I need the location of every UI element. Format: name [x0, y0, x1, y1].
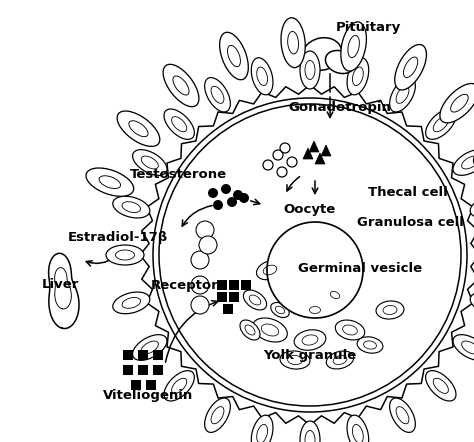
- Polygon shape: [153, 350, 163, 360]
- Circle shape: [199, 236, 217, 254]
- Ellipse shape: [300, 421, 320, 442]
- Ellipse shape: [347, 415, 369, 442]
- Circle shape: [227, 197, 237, 207]
- Polygon shape: [123, 350, 133, 360]
- Ellipse shape: [280, 351, 310, 369]
- Circle shape: [155, 100, 465, 410]
- Circle shape: [267, 222, 363, 318]
- Polygon shape: [321, 145, 331, 156]
- Circle shape: [221, 184, 231, 194]
- Ellipse shape: [453, 335, 474, 360]
- Circle shape: [213, 200, 223, 210]
- Ellipse shape: [113, 196, 150, 218]
- Ellipse shape: [251, 58, 273, 95]
- Polygon shape: [303, 148, 313, 159]
- Ellipse shape: [426, 371, 456, 401]
- Ellipse shape: [390, 78, 415, 112]
- Ellipse shape: [426, 109, 456, 139]
- Ellipse shape: [453, 150, 474, 175]
- Ellipse shape: [240, 320, 260, 340]
- Text: Pituitary: Pituitary: [336, 22, 401, 34]
- Ellipse shape: [294, 330, 326, 350]
- Ellipse shape: [347, 58, 369, 95]
- Polygon shape: [138, 365, 148, 375]
- Ellipse shape: [106, 245, 144, 265]
- Ellipse shape: [335, 320, 365, 340]
- Ellipse shape: [244, 290, 266, 310]
- Ellipse shape: [341, 22, 366, 71]
- Polygon shape: [229, 292, 239, 302]
- Ellipse shape: [326, 288, 345, 302]
- Ellipse shape: [326, 50, 355, 73]
- Ellipse shape: [470, 196, 474, 218]
- Text: Oocyte: Oocyte: [284, 203, 336, 217]
- Ellipse shape: [326, 351, 354, 369]
- Text: Testosterone: Testosterone: [129, 168, 227, 182]
- Ellipse shape: [256, 260, 283, 280]
- Ellipse shape: [357, 337, 383, 353]
- Ellipse shape: [133, 150, 167, 175]
- Ellipse shape: [164, 109, 194, 139]
- Circle shape: [233, 190, 243, 200]
- Ellipse shape: [113, 292, 150, 314]
- Ellipse shape: [390, 398, 415, 432]
- Circle shape: [191, 251, 209, 269]
- Ellipse shape: [300, 51, 320, 89]
- Polygon shape: [309, 141, 319, 152]
- Ellipse shape: [219, 32, 248, 80]
- Ellipse shape: [281, 18, 305, 68]
- Ellipse shape: [440, 84, 474, 123]
- Circle shape: [239, 193, 249, 203]
- Ellipse shape: [253, 318, 287, 342]
- Polygon shape: [217, 280, 227, 290]
- Circle shape: [208, 188, 218, 198]
- Polygon shape: [146, 380, 156, 390]
- Circle shape: [196, 221, 214, 239]
- Ellipse shape: [304, 303, 326, 317]
- Text: Granulosa cell: Granulosa cell: [356, 216, 464, 229]
- Polygon shape: [315, 153, 325, 164]
- Polygon shape: [153, 365, 163, 375]
- Ellipse shape: [205, 78, 230, 112]
- Ellipse shape: [133, 335, 167, 360]
- Ellipse shape: [251, 415, 273, 442]
- Ellipse shape: [302, 38, 342, 70]
- Polygon shape: [217, 292, 227, 302]
- Ellipse shape: [163, 65, 199, 107]
- Circle shape: [191, 276, 209, 294]
- Ellipse shape: [395, 45, 427, 90]
- Text: Viteliogenin: Viteliogenin: [103, 389, 193, 401]
- Text: Yolk granule: Yolk granule: [264, 348, 356, 362]
- Ellipse shape: [205, 398, 230, 432]
- Text: Germinal vesicle: Germinal vesicle: [298, 262, 422, 274]
- Ellipse shape: [117, 111, 160, 146]
- Text: Gonadotropin: Gonadotropin: [289, 102, 392, 114]
- Polygon shape: [223, 304, 233, 314]
- Ellipse shape: [271, 302, 289, 317]
- Text: Receptor: Receptor: [151, 278, 219, 292]
- Text: Liver: Liver: [41, 278, 79, 292]
- Text: Thecal cell: Thecal cell: [368, 186, 448, 198]
- Polygon shape: [49, 253, 79, 328]
- Ellipse shape: [470, 292, 474, 314]
- Polygon shape: [241, 280, 251, 290]
- Polygon shape: [138, 350, 148, 360]
- Ellipse shape: [164, 371, 194, 401]
- Ellipse shape: [376, 301, 404, 319]
- Polygon shape: [123, 365, 133, 375]
- Polygon shape: [229, 280, 239, 290]
- Ellipse shape: [86, 168, 134, 196]
- Text: Estradiol-17β: Estradiol-17β: [68, 232, 168, 244]
- Polygon shape: [131, 380, 141, 390]
- Circle shape: [191, 296, 209, 314]
